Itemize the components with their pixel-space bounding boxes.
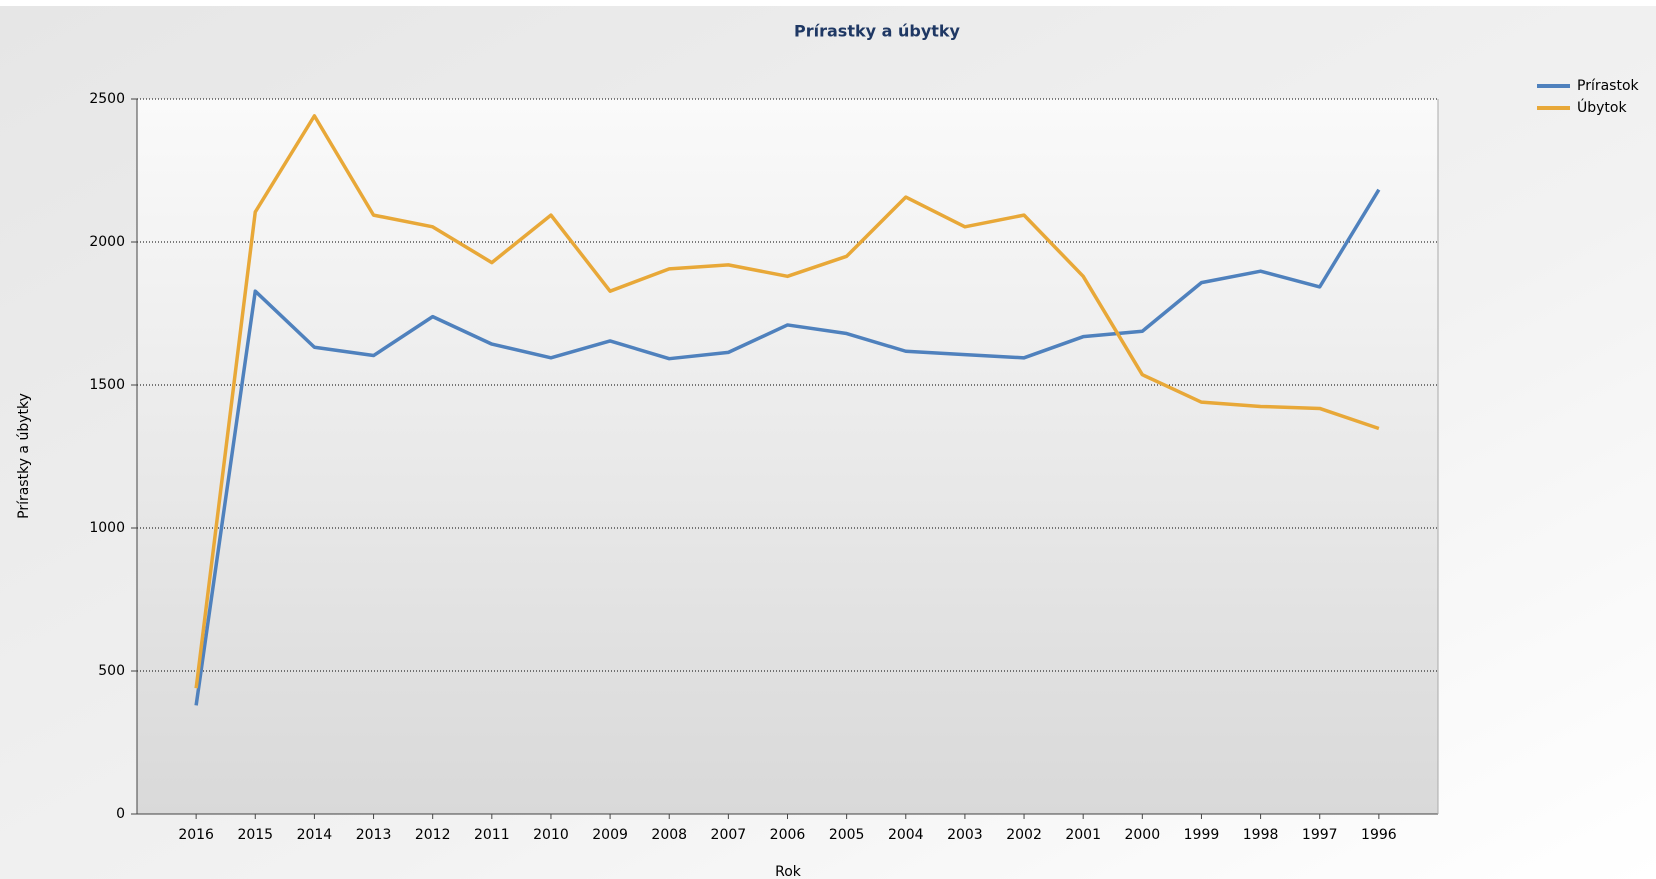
x-tick-label: 2016	[178, 827, 214, 843]
y-tick-label: 0	[116, 806, 125, 822]
x-tick-label: 2003	[947, 827, 983, 843]
x-tick-label: 2005	[829, 827, 865, 843]
x-tick-label: 1996	[1361, 827, 1397, 843]
x-tick-label: 2002	[1006, 827, 1042, 843]
x-tick-label: 2015	[237, 827, 273, 843]
y-tick-label: 2000	[89, 234, 125, 250]
series-line	[194, 188, 1381, 706]
x-tick-label: 2008	[651, 827, 687, 843]
plot-area	[137, 99, 1438, 814]
x-axis-label: Rok	[775, 864, 802, 879]
series-line	[194, 114, 1380, 689]
y-tick-label: 1500	[89, 377, 125, 393]
x-tick-label: 2011	[474, 827, 510, 843]
x-tick-label: 2009	[592, 827, 628, 843]
x-tick-label: 2010	[533, 827, 569, 843]
y-tick-label: 1000	[89, 520, 125, 536]
x-tick-label: 2007	[711, 827, 747, 843]
x-tick-label: 2012	[415, 827, 451, 843]
x-tick-label: 2013	[356, 827, 392, 843]
x-tick-label: 2004	[888, 827, 924, 843]
legend-label: Prírastok	[1577, 78, 1640, 94]
x-tick-label: 2006	[770, 827, 806, 843]
legend-label: Úbytok	[1577, 98, 1627, 116]
x-tick-label: 2014	[297, 827, 333, 843]
x-tick-label: 1999	[1184, 827, 1220, 843]
x-tick-label: 2001	[1065, 827, 1101, 843]
y-axis-label: Prírastky a úbytky	[16, 393, 32, 519]
x-tick-label: 1998	[1243, 827, 1279, 843]
y-tick-label: 500	[98, 663, 125, 679]
x-tick-label: 1997	[1302, 827, 1338, 843]
y-tick-label: 2500	[89, 91, 125, 107]
x-tick-label: 2000	[1124, 827, 1160, 843]
chart-title: Prírastky a úbytky	[794, 22, 961, 41]
